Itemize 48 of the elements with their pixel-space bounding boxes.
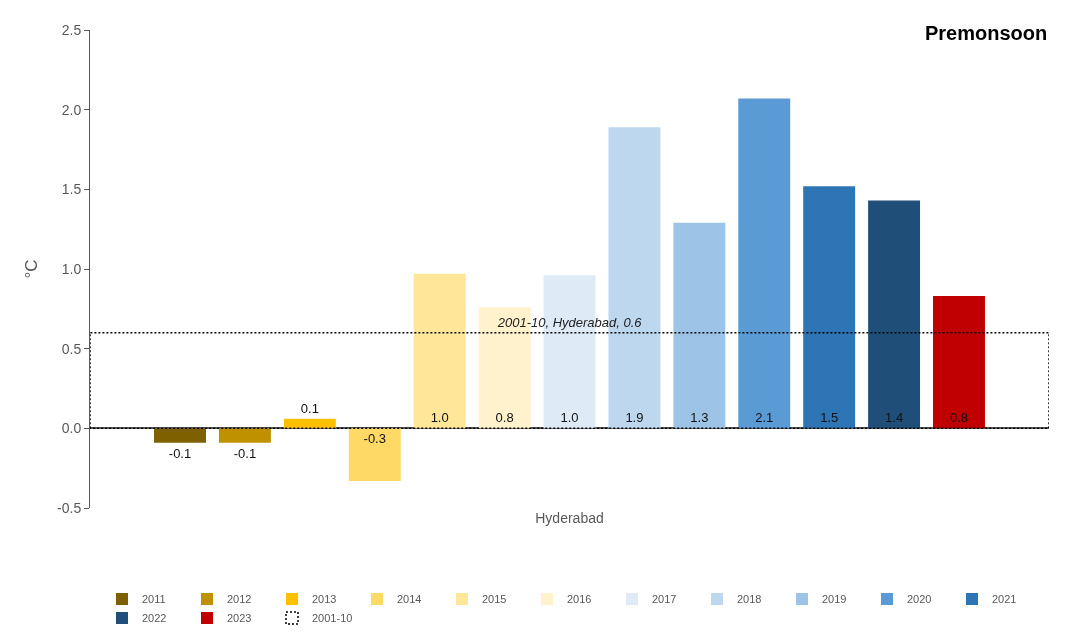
data-label: 2001-10, Hyderabad, 0.6 — [496, 314, 643, 330]
data-label: -0.1 — [233, 445, 257, 461]
y-tick-label: 1.5 — [61, 181, 82, 198]
data-label: 0.1 — [300, 400, 319, 416]
data-label: -0.1 — [168, 445, 192, 461]
data-label: 0.8 — [495, 410, 514, 426]
legend-label: 2013 — [312, 593, 337, 606]
bar — [868, 200, 921, 429]
legend-label: 2022 — [142, 612, 167, 625]
data-label: 2.1 — [755, 410, 774, 426]
bar — [738, 98, 791, 429]
legend-label: 2015 — [482, 593, 507, 606]
legend-label: 2011 — [142, 593, 166, 606]
x-tick-label: Hyderabad — [535, 510, 604, 526]
legend-label: 2014 — [397, 593, 422, 606]
y-tick-label: -0.5 — [57, 499, 82, 516]
y-axis-title: °C — [21, 259, 41, 279]
data-label: 1.9 — [625, 410, 644, 426]
data-label: -0.3 — [363, 431, 386, 447]
bar — [154, 428, 206, 443]
data-label: 1.3 — [690, 410, 709, 426]
bar — [673, 222, 726, 429]
bar — [218, 428, 271, 443]
data-label: 1.5 — [820, 410, 839, 426]
bar — [803, 186, 856, 429]
data-label: 1.0 — [560, 410, 579, 426]
data-label: 0.8 — [949, 410, 969, 426]
legend-label: 2019 — [822, 593, 847, 606]
legend-label: 2012 — [227, 593, 252, 606]
data-label: 1.0 — [430, 410, 449, 426]
y-tick-label: 0.0 — [61, 420, 82, 437]
legend-label: 2016 — [567, 593, 592, 606]
y-tick-label: 2.0 — [61, 101, 82, 118]
legend-label: 2018 — [737, 593, 762, 606]
bar — [933, 296, 985, 429]
y-tick-label: 2.5 — [61, 21, 82, 38]
legend-label: 2001-10 — [312, 612, 353, 625]
chart-title: Premonsoon — [925, 22, 1048, 44]
bar — [283, 418, 336, 429]
data-label: 1.4 — [885, 410, 904, 426]
bar — [413, 273, 466, 429]
legend-label: 2017 — [652, 593, 677, 606]
legend-label: 2020 — [907, 593, 932, 606]
legend-label: 2021 — [992, 593, 1017, 606]
legend-label: 2023 — [227, 612, 252, 625]
y-tick-label: 0.5 — [61, 340, 82, 357]
bar — [348, 428, 401, 481]
y-tick-label: 1.0 — [61, 260, 82, 277]
